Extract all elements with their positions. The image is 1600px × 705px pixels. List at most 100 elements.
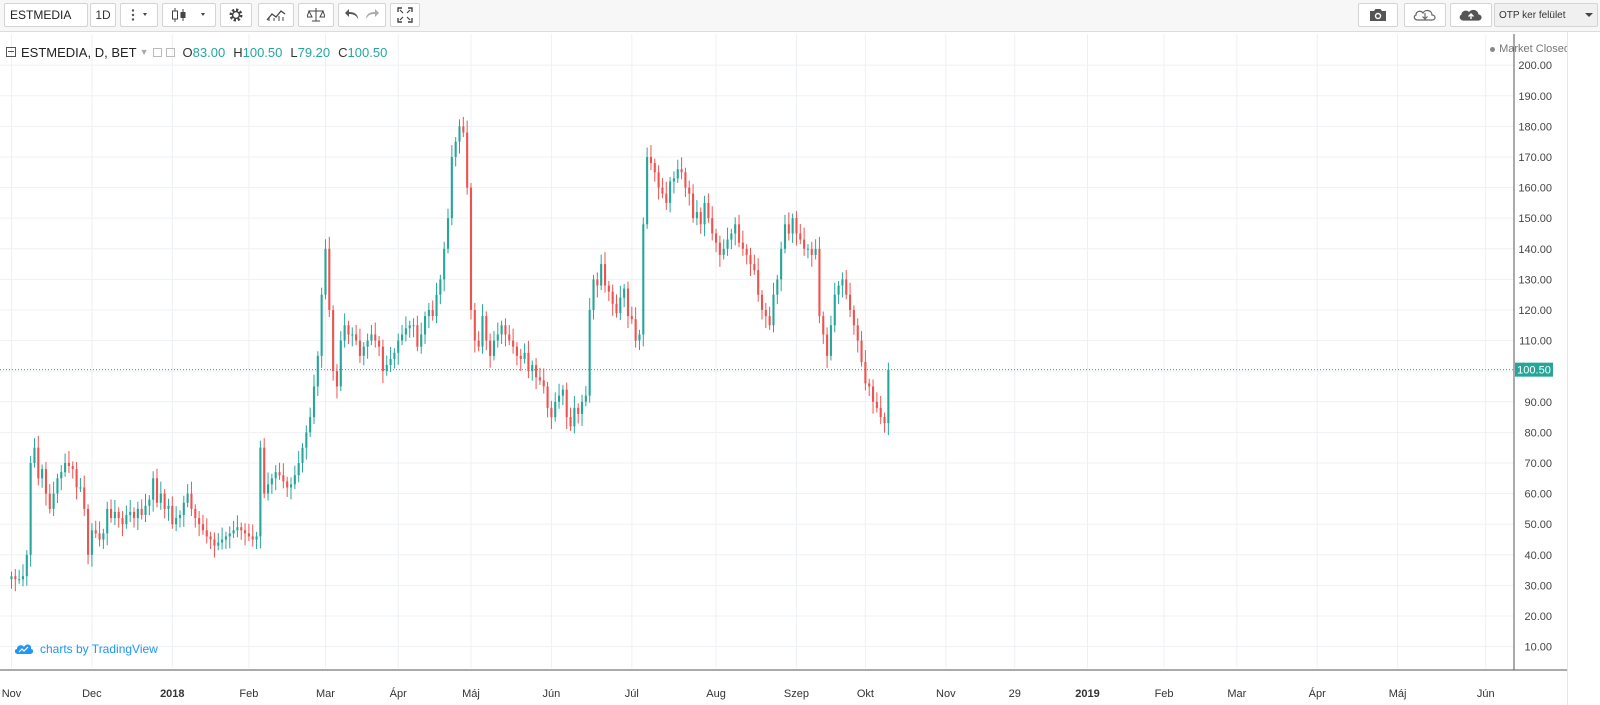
candle bbox=[117, 507, 120, 528]
candle bbox=[462, 116, 465, 138]
candle-body bbox=[52, 493, 55, 509]
candle-body bbox=[94, 530, 97, 534]
candle-body bbox=[814, 248, 817, 255]
candle bbox=[420, 322, 423, 354]
interval-menu-button[interactable] bbox=[120, 3, 158, 27]
candle bbox=[626, 281, 630, 329]
candle bbox=[852, 305, 855, 335]
indicators-button[interactable] bbox=[258, 3, 294, 27]
candle-body bbox=[289, 484, 293, 488]
save-layout-button[interactable] bbox=[1450, 3, 1492, 27]
candle-body bbox=[638, 334, 641, 341]
candle-body bbox=[113, 511, 116, 519]
candle bbox=[726, 227, 729, 256]
y-tick-label: 120.00 bbox=[1518, 305, 1552, 317]
candle bbox=[810, 241, 813, 267]
candle bbox=[515, 342, 518, 366]
candle bbox=[52, 481, 55, 516]
legend-caret-icon[interactable]: ▼ bbox=[139, 47, 149, 57]
load-layout-button[interactable] bbox=[1404, 3, 1446, 27]
candle bbox=[500, 320, 503, 344]
eye-toggle-icon[interactable] bbox=[152, 47, 162, 57]
candle-body bbox=[446, 218, 450, 249]
candle-body bbox=[270, 478, 273, 485]
candle-body bbox=[688, 187, 691, 194]
candle bbox=[672, 171, 675, 194]
candle bbox=[366, 333, 369, 359]
candle-body bbox=[730, 233, 733, 240]
candle-body bbox=[642, 224, 645, 335]
candle-body bbox=[856, 325, 859, 341]
candle-body bbox=[737, 224, 741, 243]
undo-redo-group bbox=[338, 3, 386, 27]
candle bbox=[565, 382, 568, 430]
axes: 10.00 20.00 30.00 40.00 50.00 60.00 70.00 80.00… bbox=[0, 34, 1600, 700]
candle-body bbox=[515, 346, 518, 356]
candle bbox=[596, 272, 599, 298]
candle bbox=[875, 392, 878, 413]
candle-body bbox=[783, 224, 787, 249]
undo-icon[interactable] bbox=[344, 8, 362, 22]
candle-body bbox=[244, 530, 247, 534]
candle bbox=[247, 523, 250, 542]
candle-body bbox=[450, 156, 453, 219]
candle-body bbox=[454, 141, 457, 157]
candle bbox=[10, 571, 13, 589]
tradingview-watermark[interactable]: charts by TradingView bbox=[14, 642, 158, 656]
redo-icon[interactable] bbox=[362, 8, 380, 22]
candle-body bbox=[351, 334, 354, 336]
candle bbox=[496, 322, 499, 348]
candle-body bbox=[247, 533, 250, 537]
candle-body bbox=[129, 511, 132, 515]
settings-toggle-icon[interactable] bbox=[165, 47, 175, 57]
candle bbox=[289, 477, 293, 500]
candle-body bbox=[408, 325, 411, 329]
candle-body bbox=[18, 579, 21, 581]
candle-body bbox=[695, 212, 698, 219]
y-tick-label: 140.00 bbox=[1518, 244, 1552, 256]
candle-body bbox=[205, 530, 208, 537]
collapse-legend-icon[interactable] bbox=[6, 47, 16, 57]
candle bbox=[741, 230, 744, 256]
candle bbox=[535, 358, 538, 390]
candle bbox=[332, 305, 335, 381]
snapshot-button[interactable] bbox=[1358, 3, 1398, 27]
candle bbox=[519, 348, 522, 371]
candle-body bbox=[745, 248, 748, 255]
candle-body bbox=[558, 395, 561, 402]
candle-body bbox=[672, 178, 675, 182]
watermark-text: charts by TradingView bbox=[40, 642, 158, 656]
candle bbox=[661, 178, 664, 199]
chart-style-button[interactable] bbox=[162, 3, 216, 27]
compare-button[interactable] bbox=[298, 3, 334, 27]
candle bbox=[152, 471, 155, 512]
candle bbox=[603, 252, 607, 293]
candle-body bbox=[14, 576, 17, 580]
candle bbox=[301, 443, 304, 473]
candle bbox=[98, 521, 101, 547]
layout-name-button[interactable]: OTP ker felület bbox=[1494, 3, 1598, 27]
x-tick-label: Feb bbox=[1155, 688, 1174, 700]
candle bbox=[680, 157, 683, 180]
price-chart[interactable]: 10.00 20.00 30.00 40.00 50.00 60.00 70.00 80.00… bbox=[0, 32, 1600, 705]
candle-body bbox=[278, 472, 281, 476]
candle-body bbox=[527, 352, 530, 372]
y-tick-label: 190.00 bbox=[1518, 91, 1552, 103]
candle-body bbox=[75, 469, 78, 488]
candle bbox=[397, 333, 400, 365]
candle bbox=[44, 462, 48, 506]
candle-body bbox=[198, 518, 201, 525]
interval-button[interactable]: 1D bbox=[90, 3, 116, 27]
right-scroll-strip[interactable] bbox=[1567, 32, 1600, 705]
candle bbox=[121, 511, 124, 537]
candle bbox=[492, 331, 496, 361]
candle bbox=[527, 340, 530, 379]
candle bbox=[795, 211, 798, 246]
settings-button[interactable] bbox=[220, 3, 252, 27]
candle-body bbox=[312, 386, 316, 418]
candle-body bbox=[217, 542, 220, 546]
fullscreen-button[interactable] bbox=[390, 3, 420, 27]
symbol-search-input[interactable]: ESTMEDIA bbox=[4, 3, 88, 27]
candle bbox=[64, 453, 67, 477]
candle bbox=[868, 378, 871, 396]
